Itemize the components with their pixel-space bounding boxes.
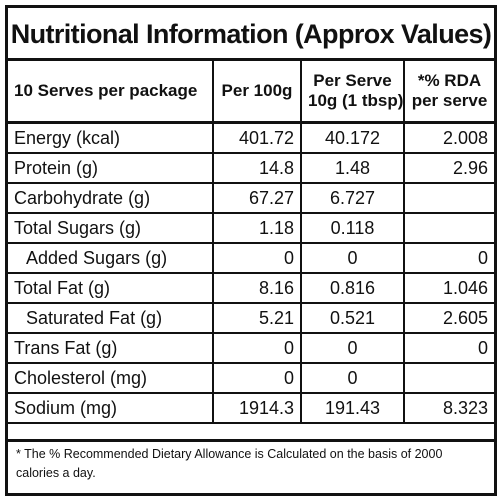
table-row: Trans Fat (g) 0 0 0 <box>8 332 494 364</box>
table-row: Cholesterol (mg) 0 0 <box>8 362 494 394</box>
header-serves: 10 Serves per package <box>8 61 214 124</box>
per-serve-value: 0 <box>300 332 405 364</box>
nutrient-name: Cholesterol (mg) <box>8 362 214 394</box>
table-row: Saturated Fat (g) 5.21 0.521 2.605 <box>8 302 494 334</box>
nutrition-table: 10 Serves per package Per 100g Per Serve… <box>8 61 494 424</box>
per-100g-value: 0 <box>212 332 302 364</box>
rda-value <box>403 182 494 214</box>
rda-value <box>403 362 494 394</box>
table-row: Total Sugars (g) 1.18 0.118 <box>8 212 494 244</box>
per-serve-value: 0 <box>300 242 405 274</box>
header-rda: *% RDA per serve <box>403 61 494 124</box>
per-100g-value: 67.27 <box>212 182 302 214</box>
per-serve-value: 0.118 <box>300 212 405 244</box>
header-per-serve-line1: Per Serve <box>313 71 392 90</box>
per-serve-value: 0.521 <box>300 302 405 334</box>
nutrient-name: Saturated Fat (g) <box>8 302 214 334</box>
per-serve-value: 0 <box>300 362 405 394</box>
header-rda-line2: per serve <box>411 91 488 110</box>
nutrient-name: Protein (g) <box>8 152 214 184</box>
nutrient-name: Energy (kcal) <box>8 121 214 154</box>
rda-value: 8.323 <box>403 392 494 424</box>
per-100g-value: 1.18 <box>212 212 302 244</box>
rda-value: 2.96 <box>403 152 494 184</box>
per-serve-value: 191.43 <box>300 392 405 424</box>
table-row: Added Sugars (g) 0 0 0 <box>8 242 494 274</box>
per-100g-value: 0 <box>212 242 302 274</box>
nutrient-name: Total Fat (g) <box>8 272 214 304</box>
table-row: Energy (kcal) 401.72 40.172 2.008 <box>8 121 494 154</box>
header-per-serve-line2: 10g (1 tbsp) <box>308 91 404 110</box>
per-100g-value: 8.16 <box>212 272 302 304</box>
per-serve-value: 0.816 <box>300 272 405 304</box>
per-100g-value: 401.72 <box>212 121 302 154</box>
nutrient-name: Carbohydrate (g) <box>8 182 214 214</box>
nutrient-name: Sodium (mg) <box>8 392 214 424</box>
per-100g-value: 14.8 <box>212 152 302 184</box>
rda-value: 0 <box>403 242 494 274</box>
table-row: Total Fat (g) 8.16 0.816 1.046 <box>8 272 494 304</box>
header-per-serve: Per Serve 10g (1 tbsp) <box>300 61 405 124</box>
per-serve-value: 6.727 <box>300 182 405 214</box>
per-100g-value: 5.21 <box>212 302 302 334</box>
per-100g-value: 1914.3 <box>212 392 302 424</box>
nutrition-panel: Nutritional Information (Approx Values) … <box>5 5 497 496</box>
header-per-100g: Per 100g <box>212 61 302 124</box>
per-100g-value: 0 <box>212 362 302 394</box>
rda-value: 2.605 <box>403 302 494 334</box>
table-header-row: 10 Serves per package Per 100g Per Serve… <box>8 61 494 124</box>
rda-value: 1.046 <box>403 272 494 304</box>
nutrient-name: Trans Fat (g) <box>8 332 214 364</box>
nutrient-name: Total Sugars (g) <box>8 212 214 244</box>
per-serve-value: 40.172 <box>300 121 405 154</box>
rda-value: 2.008 <box>403 121 494 154</box>
table-row: Protein (g) 14.8 1.48 2.96 <box>8 152 494 184</box>
header-rda-line1: *% RDA <box>417 71 482 90</box>
table-row: Sodium (mg) 1914.3 191.43 8.323 <box>8 392 494 424</box>
rda-footnote: * The % Recommended Dietary Allowance is… <box>8 439 494 493</box>
panel-title: Nutritional Information (Approx Values) <box>8 8 494 61</box>
rda-value: 0 <box>403 332 494 364</box>
rda-value <box>403 212 494 244</box>
per-serve-value: 1.48 <box>300 152 405 184</box>
nutrient-name: Added Sugars (g) <box>8 242 214 274</box>
table-row: Carbohydrate (g) 67.27 6.727 <box>8 182 494 214</box>
